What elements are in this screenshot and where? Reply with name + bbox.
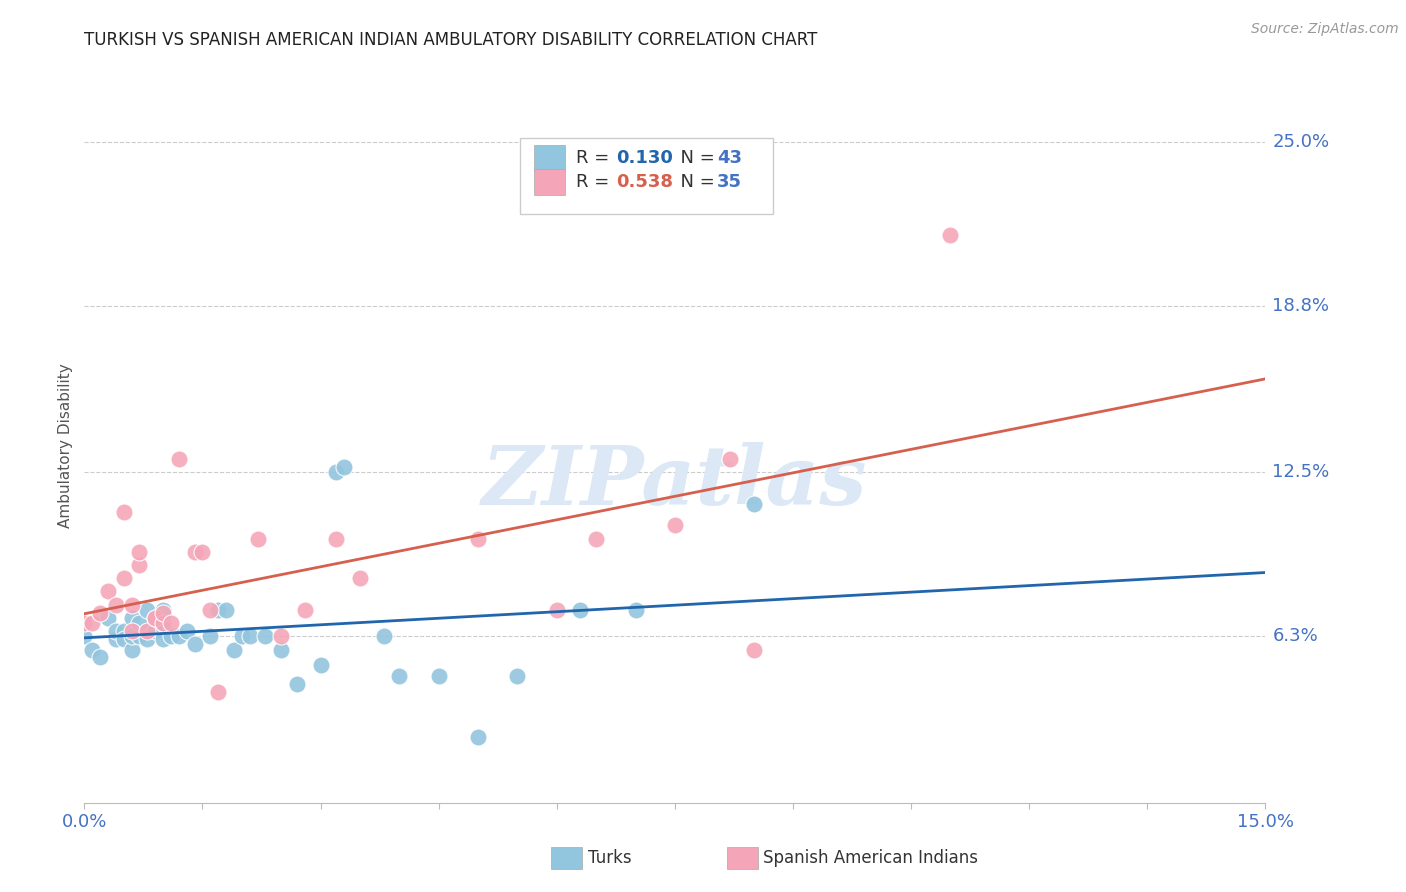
Text: R =: R = (576, 149, 616, 167)
Point (246, 532, 269, 546)
Text: 18.8%: 18.8% (1272, 297, 1330, 315)
Point (104, 598, 127, 612)
Point (231, 629, 253, 643)
Point (112, 632, 135, 646)
Point (939, 227, 962, 242)
Point (73, 629, 96, 643)
Point (270, 629, 292, 643)
Point (152, 616, 174, 631)
Point (742, 497, 765, 511)
Point (136, 624, 159, 638)
Point (664, 518, 686, 533)
Point (718, 452, 741, 467)
Point (506, 669, 529, 683)
Point (136, 603, 159, 617)
Point (191, 545, 214, 559)
Point (104, 624, 127, 638)
Text: 6.3%: 6.3% (1272, 627, 1319, 645)
Point (183, 545, 205, 559)
Point (73, 616, 96, 631)
Point (427, 669, 450, 683)
Point (121, 642, 143, 657)
Text: 35: 35 (717, 173, 742, 191)
Text: N =: N = (669, 149, 721, 167)
Point (309, 658, 332, 673)
Point (239, 629, 262, 643)
Point (112, 505, 135, 519)
Point (82, 616, 104, 631)
Point (121, 611, 143, 625)
Point (167, 452, 190, 467)
Point (152, 616, 174, 631)
Point (546, 603, 568, 617)
Point (176, 624, 198, 638)
Y-axis label: Ambulatory Disability: Ambulatory Disability (58, 364, 73, 528)
Point (207, 685, 229, 699)
Point (152, 606, 174, 620)
Text: ZIPatlas: ZIPatlas (482, 442, 868, 522)
Point (128, 545, 150, 559)
Point (112, 624, 135, 638)
Point (467, 730, 489, 744)
Point (388, 669, 411, 683)
Point (128, 616, 150, 631)
Point (467, 532, 489, 546)
Point (112, 571, 135, 585)
Point (325, 532, 347, 546)
Point (270, 642, 292, 657)
Point (742, 642, 765, 657)
Text: 0.538: 0.538 (616, 173, 673, 191)
Point (121, 624, 143, 638)
Point (325, 466, 347, 480)
Point (104, 632, 127, 646)
Point (160, 616, 183, 631)
Point (569, 603, 592, 617)
Text: Source: ZipAtlas.com: Source: ZipAtlas.com (1251, 22, 1399, 37)
Point (97, 584, 120, 599)
Point (285, 677, 308, 691)
Point (152, 603, 174, 617)
Point (121, 598, 143, 612)
Point (215, 603, 238, 617)
Point (143, 624, 166, 638)
Text: 0.130: 0.130 (616, 149, 672, 167)
Point (200, 629, 222, 643)
Point (128, 629, 150, 643)
Point (167, 629, 190, 643)
Point (143, 611, 166, 625)
Point (152, 632, 174, 646)
Point (121, 629, 143, 643)
Text: N =: N = (669, 173, 721, 191)
Point (183, 637, 205, 651)
Point (294, 603, 316, 617)
Text: Spanish American Indians: Spanish American Indians (763, 849, 979, 867)
Text: 12.5%: 12.5% (1272, 464, 1330, 482)
Point (200, 603, 222, 617)
Point (89, 650, 111, 665)
Point (373, 629, 395, 643)
Point (624, 603, 647, 617)
Text: 43: 43 (717, 149, 742, 167)
Point (254, 629, 277, 643)
Text: R =: R = (576, 173, 616, 191)
Text: Turks: Turks (588, 849, 631, 867)
Point (97, 611, 120, 625)
Point (207, 603, 229, 617)
Point (143, 611, 166, 625)
Point (349, 571, 371, 585)
Text: TURKISH VS SPANISH AMERICAN INDIAN AMBULATORY DISABILITY CORRELATION CHART: TURKISH VS SPANISH AMERICAN INDIAN AMBUL… (84, 31, 818, 49)
Point (136, 632, 159, 646)
Point (333, 460, 356, 475)
Point (89, 606, 111, 620)
Point (82, 642, 104, 657)
Text: 25.0%: 25.0% (1272, 133, 1330, 151)
Point (128, 558, 150, 572)
Point (585, 532, 607, 546)
Point (160, 629, 183, 643)
Point (222, 642, 245, 657)
